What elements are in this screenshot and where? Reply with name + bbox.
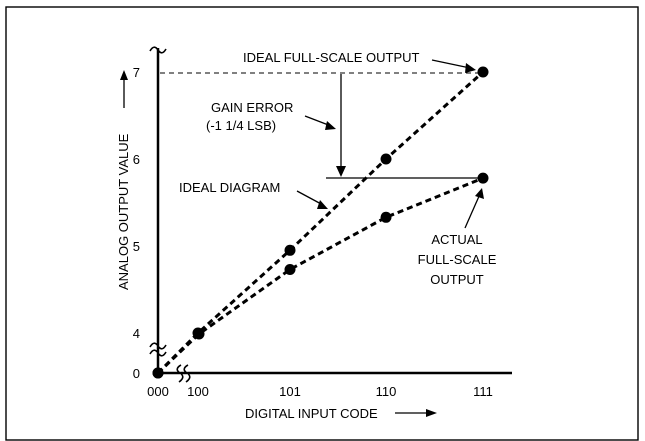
data-point-actual-000 bbox=[152, 367, 164, 379]
x-tick-label-000: 000 bbox=[147, 384, 169, 399]
y-tick-label-7: 7 bbox=[133, 65, 140, 80]
actual-label-line-2: FULL-SCALE bbox=[418, 252, 497, 267]
data-point-ideal-diagram-111 bbox=[477, 66, 489, 78]
x-tick-label-100: 100 bbox=[187, 384, 209, 399]
y-tick-label-4: 4 bbox=[133, 326, 140, 341]
ideal-diagram-label: IDEAL DIAGRAM bbox=[179, 180, 280, 195]
x-axis-title-arrowhead bbox=[426, 409, 437, 417]
data-point-ideal-diagram-101 bbox=[284, 244, 296, 256]
actual-label-line-1: ACTUAL bbox=[431, 232, 482, 247]
ideal-full-scale-leader bbox=[431, 59, 471, 69]
x-axis-title: DIGITAL INPUT CODE bbox=[245, 406, 378, 421]
y-tick-label-5: 5 bbox=[133, 239, 140, 254]
data-point-actual-100 bbox=[193, 328, 205, 340]
ideal-diagram-leader bbox=[296, 190, 324, 206]
gain-error-value-label: (-1 1/4 LSB) bbox=[206, 118, 276, 133]
actual-label-line-3: OUTPUT bbox=[430, 272, 484, 287]
ideal-full-scale-label: IDEAL FULL-SCALE OUTPUT bbox=[243, 50, 420, 65]
gain-error-arrowhead bbox=[336, 166, 346, 177]
x-tick-label-111: 111 bbox=[473, 384, 493, 399]
figure-border bbox=[5, 6, 639, 441]
y-axis-top-break-mark bbox=[149, 46, 167, 54]
y-axis-title: ANALOG OUTPUT VALUE bbox=[116, 133, 131, 290]
gain-error-label: GAIN ERROR bbox=[211, 100, 293, 115]
y-axis-break-mark bbox=[149, 342, 167, 357]
x-axis-break-mark bbox=[176, 364, 191, 383]
actual-full-scale-leader bbox=[464, 193, 481, 229]
data-point-actual-101 bbox=[284, 264, 296, 275]
gain-error-leader-arrowhead bbox=[325, 121, 336, 130]
ideal-full-scale-arrowhead bbox=[465, 63, 476, 73]
y-tick-label-6: 6 bbox=[133, 152, 140, 167]
x-tick-label-110: 110 bbox=[376, 384, 397, 399]
y-tick-label-0: 0 bbox=[133, 366, 140, 381]
x-tick-label-101: 101 bbox=[279, 384, 301, 399]
chart-marks: 0 4 5 6 7 000 100 101 110 111 bbox=[133, 65, 493, 399]
data-point-actual-111 bbox=[477, 172, 489, 184]
data-point-actual-110 bbox=[380, 211, 392, 223]
ideal-diagram-arrowhead bbox=[317, 200, 328, 209]
actual-full-scale-arrowhead bbox=[475, 188, 484, 199]
series-line-actual bbox=[156, 176, 484, 375]
y-axis-title-arrowhead bbox=[120, 70, 128, 80]
data-point-ideal-diagram-110 bbox=[380, 153, 392, 165]
